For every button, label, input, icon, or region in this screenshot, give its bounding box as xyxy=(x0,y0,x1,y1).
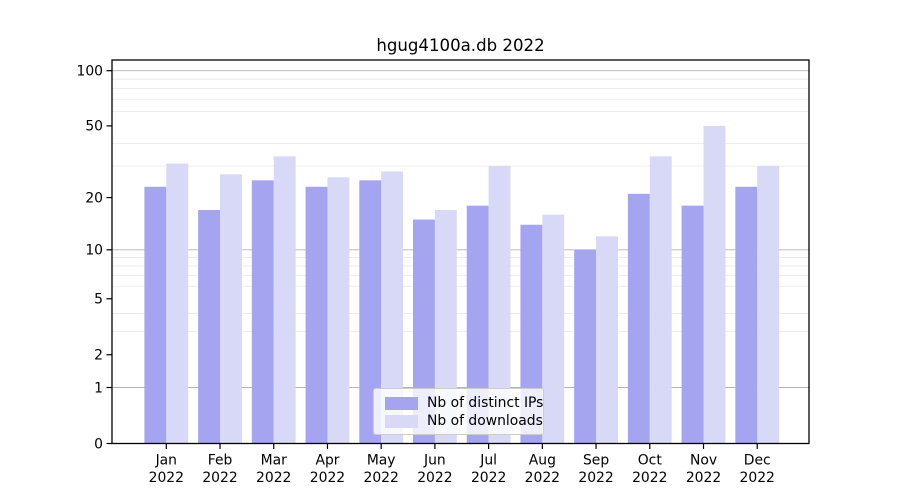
x-tick-label: Apr 2022 xyxy=(310,453,345,487)
bar-ips-jun xyxy=(413,219,435,444)
legend-label-distinct-ips: Nb of distinct IPs xyxy=(427,395,544,411)
y-tick-label: 100 xyxy=(76,63,103,79)
legend-label-downloads: Nb of downloads xyxy=(427,413,543,429)
legend-item-downloads: Nb of downloads xyxy=(385,413,543,429)
x-tick-label: Feb 2022 xyxy=(202,453,237,487)
y-tick-label: 20 xyxy=(85,190,103,206)
bar-ips-apr xyxy=(305,186,328,444)
x-tick-label: Oct 2022 xyxy=(632,453,667,487)
x-tick-label: Jul 2022 xyxy=(471,453,506,487)
bar-ips-oct xyxy=(627,193,650,444)
y-tick-label: 0 xyxy=(94,436,103,452)
x-tick-label: Sep 2022 xyxy=(578,453,613,487)
legend-item-distinct-ips: Nb of distinct IPs xyxy=(385,395,543,411)
y-tick-label: 5 xyxy=(94,292,103,308)
bar-ips-may xyxy=(359,180,382,444)
legend-swatch-distinct-ips xyxy=(385,396,418,410)
bar-ips-feb xyxy=(198,210,221,444)
bar-downloads-may xyxy=(381,171,404,444)
bar-downloads-oct xyxy=(649,156,672,444)
x-tick-label: Dec 2022 xyxy=(740,453,775,487)
y-tick-label: 50 xyxy=(85,119,103,135)
x-tick-label: Aug 2022 xyxy=(525,453,560,487)
chart-legend: Nb of distinct IPs Nb of downloads xyxy=(373,388,544,435)
bar-ips-dec xyxy=(735,186,758,444)
bar-downloads-jul xyxy=(488,166,511,444)
bar-ips-jul xyxy=(466,205,489,444)
bar-downloads-jan xyxy=(166,163,189,444)
plot-frame xyxy=(111,59,810,445)
y-tick-label: 10 xyxy=(85,243,103,259)
x-tick-label: Jun 2022 xyxy=(417,453,452,487)
bar-ips-mar xyxy=(251,180,274,444)
x-tick-label: Jan 2022 xyxy=(149,453,184,487)
bar-ips-nov xyxy=(681,205,704,444)
bar-downloads-mar xyxy=(273,156,296,444)
x-tick-label: Mar 2022 xyxy=(256,453,291,487)
bar-downloads-apr xyxy=(327,177,350,444)
chart-title: hgug4100a.db 2022 xyxy=(376,36,545,55)
x-tick-label: Nov 2022 xyxy=(686,453,721,487)
bar-downloads-feb xyxy=(220,174,242,444)
bar-downloads-jun xyxy=(434,210,457,444)
y-tick-label: 1 xyxy=(94,380,103,396)
y-tick-label: 2 xyxy=(94,348,103,364)
bar-downloads-nov xyxy=(703,125,726,444)
bar-downloads-sep xyxy=(596,236,618,444)
legend-swatch-downloads xyxy=(385,414,418,428)
bar-downloads-aug xyxy=(542,214,565,444)
bar-ips-sep xyxy=(574,249,597,444)
bar-ips-jan xyxy=(144,186,167,444)
bar-downloads-dec xyxy=(757,166,780,444)
x-tick-label: May 2022 xyxy=(364,453,399,487)
